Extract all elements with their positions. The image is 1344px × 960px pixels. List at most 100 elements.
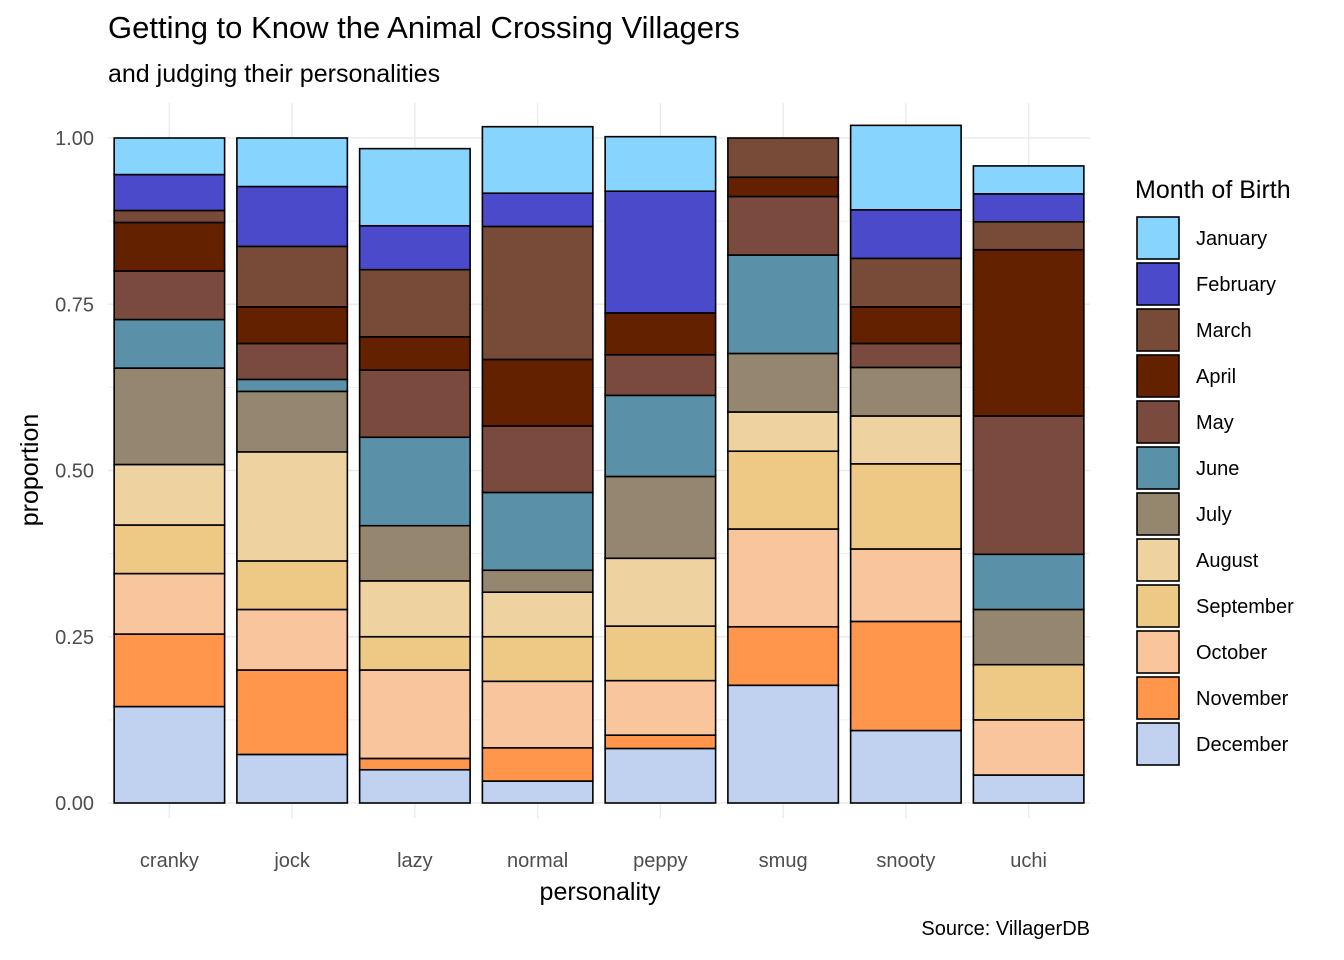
bar-segment-lazy-august	[358, 580, 471, 638]
bar-segment-normal-august	[481, 591, 594, 638]
bar-segment-smug-april	[727, 176, 840, 198]
y-axis-title: proportion	[16, 414, 44, 527]
bar-segment-cranky-august	[113, 463, 226, 526]
legend-label: March	[1196, 320, 1252, 342]
bar-segment-cranky-october	[113, 572, 226, 635]
bar-segment-smug-may	[727, 195, 840, 256]
bar-segment-uchi-january	[972, 165, 1085, 195]
bar-segment-jock-october	[236, 608, 349, 671]
bar-segment-normal-september	[481, 635, 594, 683]
legend-label: September	[1196, 596, 1294, 618]
bar-segment-peppy-may	[604, 353, 717, 397]
bar-segment-jock-march	[236, 245, 349, 308]
bar-segment-lazy-march	[358, 268, 471, 338]
bar-segment-lazy-november	[358, 757, 471, 771]
bar-segment-uchi-october	[972, 719, 1085, 776]
bar-segment-jock-august	[236, 451, 349, 562]
legend-key	[1136, 676, 1180, 720]
legend-key	[1136, 308, 1180, 352]
bar-segment-smug-july	[727, 352, 840, 413]
bar-segment-smug-september	[727, 450, 840, 530]
bar-segment-smug-december	[727, 684, 840, 804]
bar-segment-jock-may	[236, 342, 349, 381]
bar-segment-normal-march	[481, 225, 594, 361]
bar-segment-cranky-may	[113, 270, 226, 321]
bar-segment-normal-april	[481, 358, 594, 427]
bar-segment-cranky-september	[113, 524, 226, 575]
bar-segment-uchi-may	[972, 415, 1085, 556]
bar-segment-jock-january	[236, 137, 349, 188]
bar-segment-peppy-august	[604, 557, 717, 627]
bar-segment-uchi-june	[972, 553, 1085, 611]
y-tick-label: 0.25	[55, 627, 94, 649]
legend-key	[1136, 354, 1180, 398]
bar-segment-lazy-january	[358, 147, 471, 227]
bar-segment-lazy-july	[358, 524, 471, 582]
bar-segment-uchi-september	[972, 663, 1085, 721]
y-axis-ticks: 0.00 0.25 0.50 0.75 1.00	[55, 128, 94, 815]
bar-segment-jock-september	[236, 560, 349, 611]
bar-segment-uchi-july	[972, 608, 1085, 666]
bar-segment-snooty-september	[849, 463, 962, 550]
bar-segment-peppy-july	[604, 475, 717, 560]
bar-segment-uchi-march	[972, 220, 1085, 251]
legend-label: May	[1196, 412, 1234, 434]
bar-segment-peppy-september	[604, 625, 717, 682]
x-tick-label: normal	[507, 850, 568, 872]
bar-segment-normal-january	[481, 125, 594, 194]
legend-key	[1136, 400, 1180, 444]
bar-segment-snooty-november	[849, 620, 962, 732]
bar-segment-snooty-july	[849, 366, 962, 417]
legend-label: October	[1196, 642, 1267, 664]
legend-key	[1136, 262, 1180, 306]
bar-segment-snooty-december	[849, 729, 962, 804]
bar-segment-smug-august	[727, 411, 840, 453]
bar-segment-normal-october	[481, 680, 594, 749]
bar-segment-jock-december	[236, 753, 349, 804]
bar-segment-snooty-march	[849, 257, 962, 308]
bar-segment-cranky-april	[113, 221, 226, 272]
x-tick-label: cranky	[140, 850, 199, 872]
legend-label: January	[1196, 228, 1267, 250]
bar-segment-uchi-april	[972, 248, 1085, 417]
x-tick-label: peppy	[633, 850, 688, 872]
bar-segment-smug-june	[727, 254, 840, 355]
bar-segment-snooty-april	[849, 306, 962, 345]
bar-segment-normal-december	[481, 780, 594, 804]
bar-segment-normal-june	[481, 491, 594, 572]
bar-segment-uchi-february	[972, 193, 1085, 223]
legend-key	[1136, 584, 1180, 628]
bar-segment-lazy-april	[358, 336, 471, 371]
bar-segment-cranky-february	[113, 173, 226, 212]
bar-segment-peppy-january	[604, 135, 717, 192]
legend-label: June	[1196, 458, 1239, 480]
bars	[113, 124, 1085, 804]
legend-key	[1136, 722, 1180, 766]
bar-segment-lazy-february	[358, 224, 471, 271]
bar-segment-snooty-february	[849, 209, 962, 260]
bar-segment-peppy-april	[604, 312, 717, 356]
bar-segment-peppy-november	[604, 734, 717, 750]
bar-segment-snooty-october	[849, 548, 962, 623]
bar-segment-smug-march	[727, 137, 840, 179]
legend-key	[1136, 630, 1180, 674]
bar-segment-lazy-june	[358, 436, 471, 527]
y-tick-label: 0.00	[55, 793, 94, 815]
bar-segment-peppy-december	[604, 747, 717, 804]
x-tick-label: uchi	[1010, 850, 1047, 872]
legend-key	[1136, 538, 1180, 582]
bar-segment-peppy-june	[604, 394, 717, 478]
bar-segment-snooty-august	[849, 415, 962, 465]
legend-title: Month of Birth	[1135, 176, 1291, 204]
y-tick-label: 1.00	[55, 128, 94, 150]
bar-segment-normal-july	[481, 569, 594, 593]
bar-segment-cranky-november	[113, 633, 226, 708]
x-axis-ticks: cranky jock lazy normal peppy smug snooty uchi	[140, 850, 1047, 872]
bar-segment-lazy-september	[358, 635, 471, 671]
bar-segment-smug-november	[727, 625, 840, 687]
legend-label: April	[1196, 366, 1236, 388]
bar-segment-normal-february	[481, 192, 594, 228]
legend-label: December	[1196, 734, 1289, 756]
x-tick-label: snooty	[876, 850, 935, 872]
